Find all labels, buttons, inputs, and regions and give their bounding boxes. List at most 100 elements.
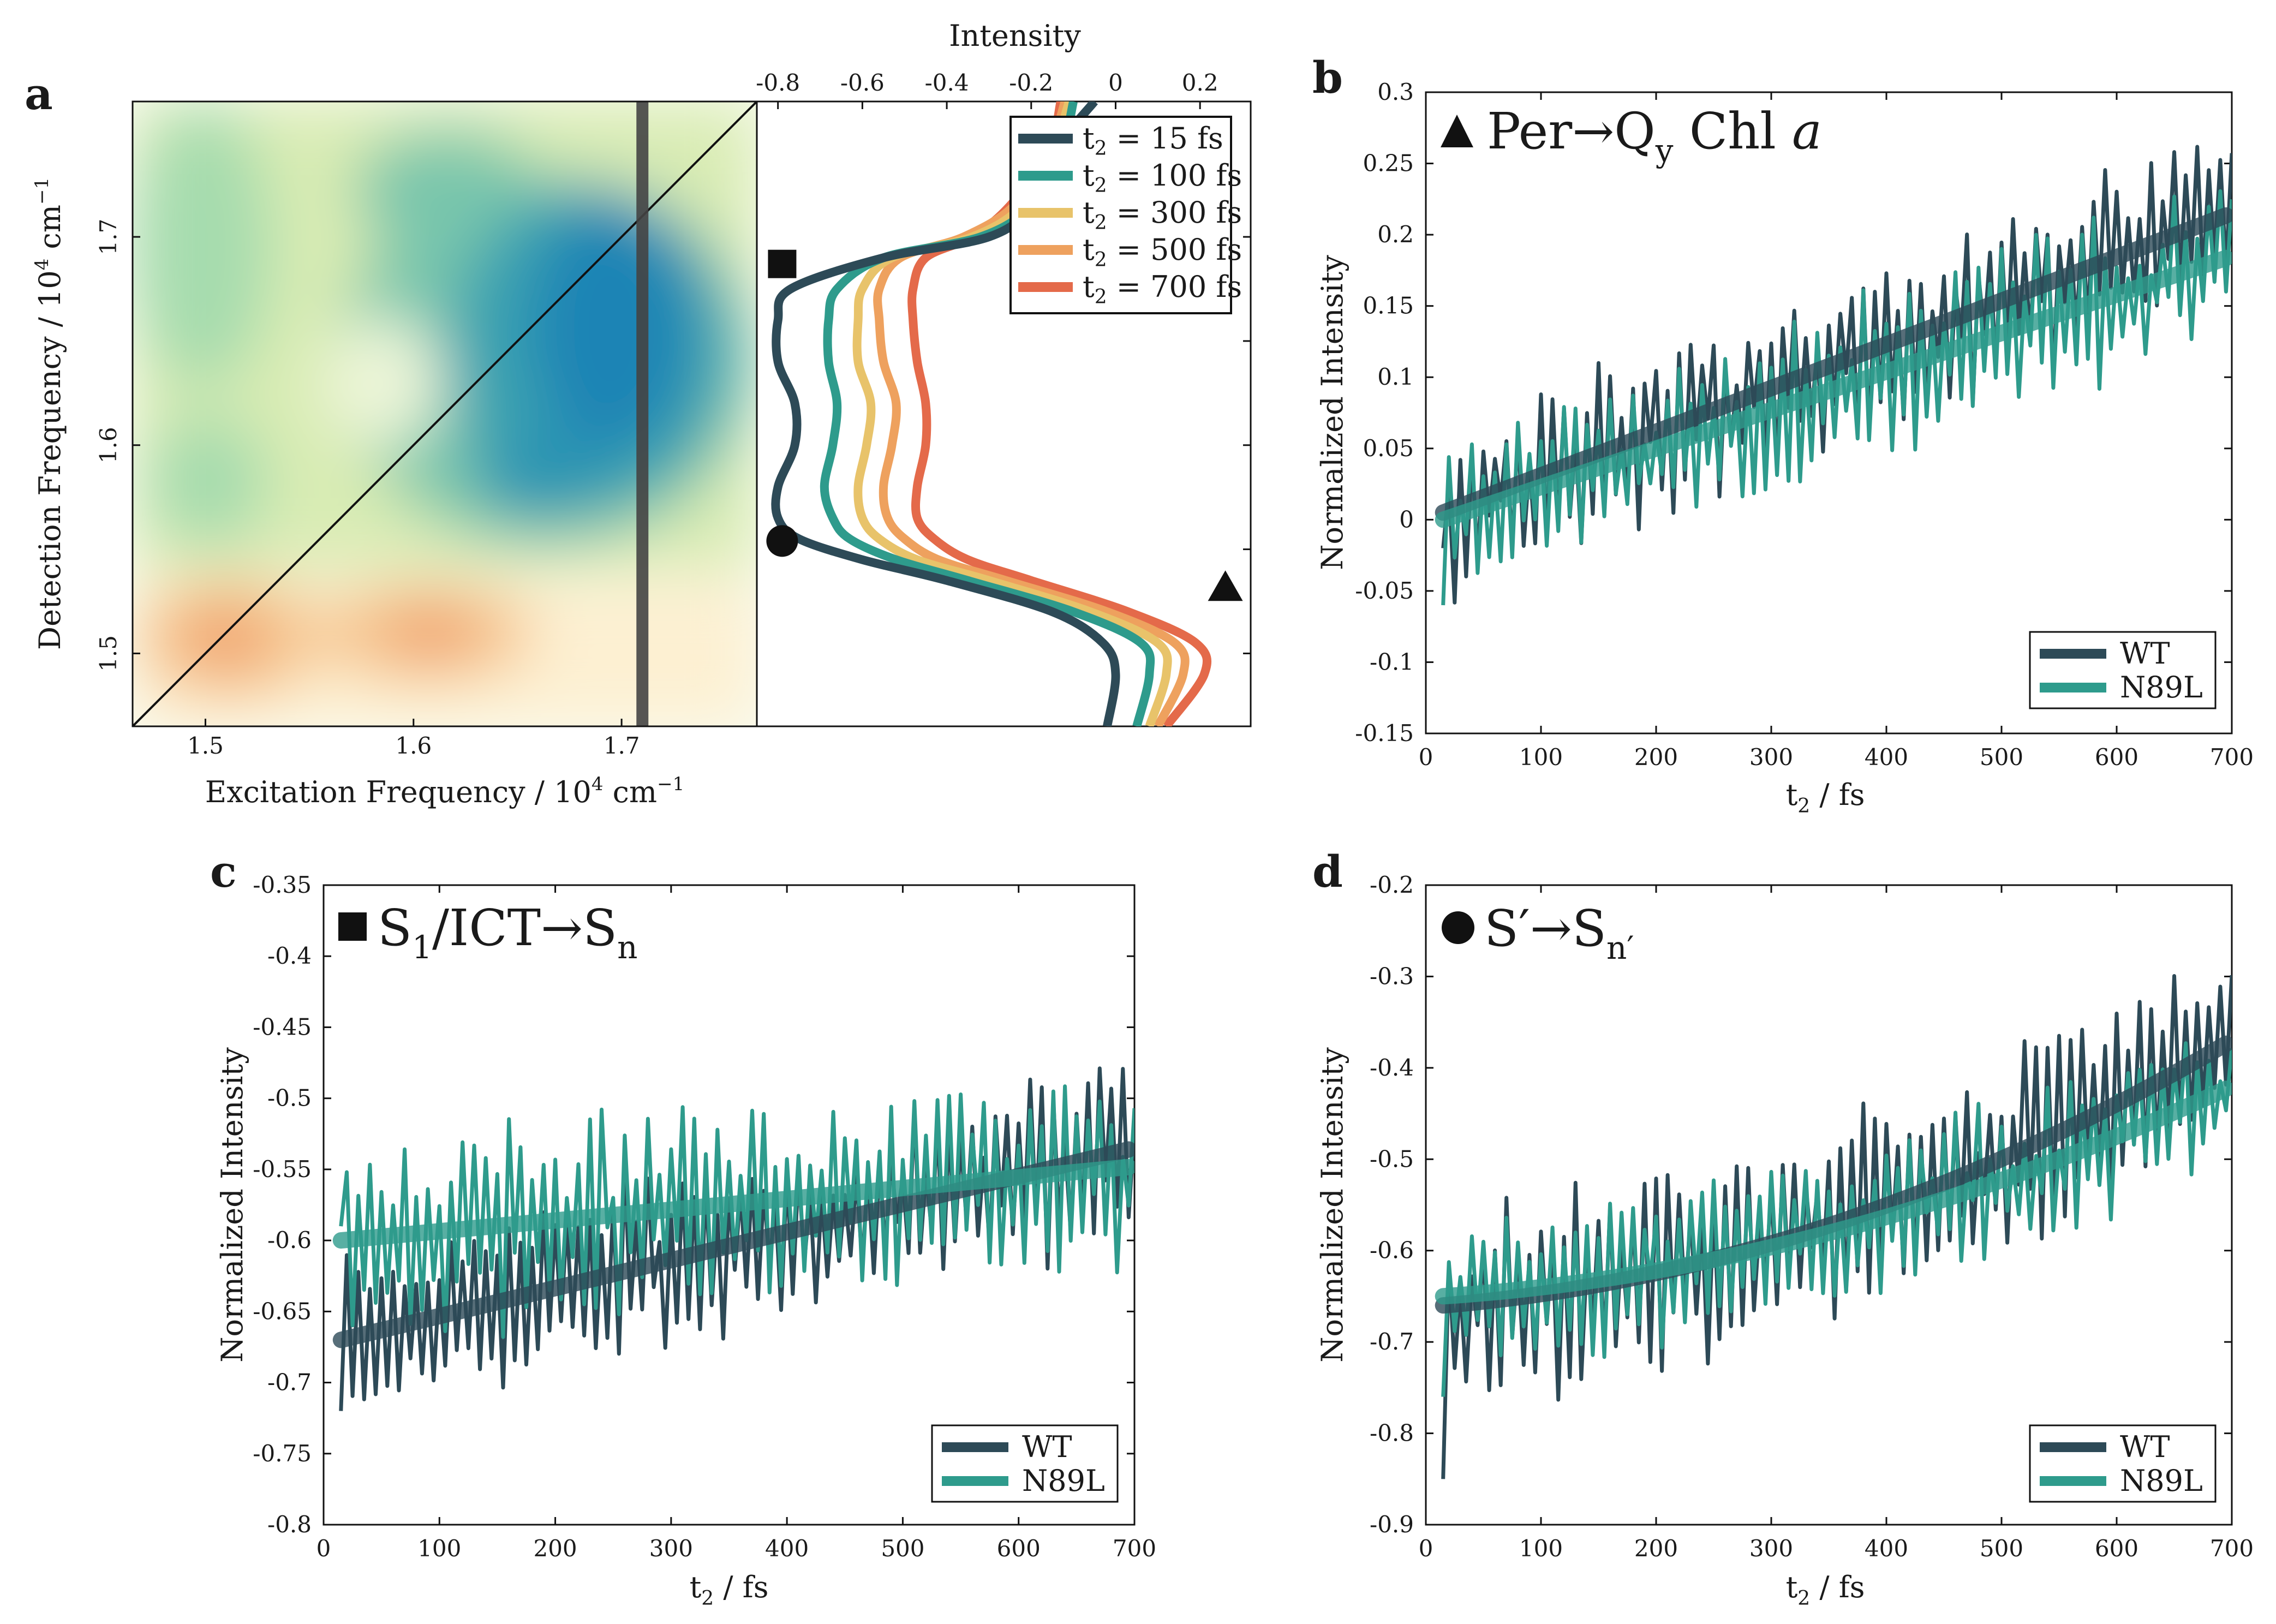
x-tick-label: 500 <box>1980 744 2023 771</box>
plot-c-title: S1/ICT→Sn <box>378 899 638 966</box>
y-tick-label: -0.5 <box>1370 1145 1414 1172</box>
plot-d-legend-box <box>2029 1424 2217 1503</box>
y-tick-label: 0.25 <box>1363 150 1414 177</box>
spectra-x-tick-label: -0.2 <box>1009 69 1053 96</box>
map-x-label: Excitation Frequency / 104 cm−1 <box>205 773 684 809</box>
x-tick-label: 400 <box>765 1535 809 1562</box>
y-tick-label: -0.2 <box>1370 871 1414 898</box>
legend-label-0: t2 = 15 fs <box>1083 121 1223 160</box>
panel-c: c 0 100 200 300 400 500 600 700 -0.8 -0.75 -0.7 -0.… <box>210 846 1156 1610</box>
map-x-tick-label: 1.5 <box>187 732 224 759</box>
triangle-marker-icon <box>1208 570 1243 601</box>
y-tick-label: 0.3 <box>1377 79 1414 105</box>
y-tick-label: -0.8 <box>267 1511 312 1538</box>
spectra-x-tick-label: 0.2 <box>1182 69 1218 96</box>
plot-b-legend: WT N89L <box>2029 631 2217 709</box>
2d-spectrum-map: 1.5 1.6 1.7 1.5 1.6 1.7 Excitation Frequency … <box>31 100 758 809</box>
map-y-tick-label: 1.5 <box>95 635 122 672</box>
legend-n89l-label: N89L <box>2120 670 2203 704</box>
x-tick-label: 500 <box>881 1535 924 1562</box>
y-tick-label: -0.05 <box>1355 577 1414 604</box>
plot-b-title: Per→Qy Chl a <box>1487 102 1822 169</box>
x-tick-label: 700 <box>2210 744 2254 771</box>
y-tick-label: 0.05 <box>1363 435 1414 462</box>
y-tick-label: -0.7 <box>1370 1328 1414 1355</box>
map-y-tick-label: 1.6 <box>95 427 122 463</box>
y-tick-label: -0.55 <box>253 1156 312 1183</box>
map-contours <box>133 101 757 726</box>
legend-label-1: t2 = 100 fs <box>1083 158 1242 197</box>
square-marker-icon <box>768 249 797 278</box>
panel-b: b 0 100 200 300 400 500 600 700-0.15-0.1-0.0500… <box>1312 52 2254 817</box>
legend-label-3: t2 = 500 fs <box>1083 232 1242 271</box>
panel-d-label: d <box>1312 846 1343 897</box>
circle-marker-icon <box>766 525 798 557</box>
x-tick-label: 100 <box>417 1535 461 1562</box>
spectra-curves <box>771 101 1212 726</box>
y-tick-label: 0.1 <box>1377 363 1414 390</box>
x-tick-label: 0 <box>1419 1535 1433 1562</box>
x-tick-label: 400 <box>1865 744 1908 771</box>
diagonal-line <box>132 100 758 727</box>
y-tick-label: -0.6 <box>267 1227 312 1253</box>
panel-a: a <box>25 19 1252 809</box>
plot-d-y-label: Normalized Intensity <box>1315 1047 1349 1363</box>
n89l-fit-line <box>1435 1080 2232 1305</box>
plot-d-traces <box>1435 974 2232 1479</box>
map-x-tick-label: 1.7 <box>604 732 640 759</box>
y-tick-label: -0.7 <box>267 1369 312 1396</box>
n89l-fit-line <box>1435 249 2232 528</box>
spectra-markers <box>766 249 1243 601</box>
y-tick-label: -0.5 <box>267 1085 312 1112</box>
panel-c-label: c <box>210 846 237 897</box>
x-tick-label: 200 <box>1634 744 1678 771</box>
plot-d-x-label: t2 / fs <box>1786 1570 1865 1610</box>
square-marker-icon <box>338 912 367 941</box>
x-tick-label: 300 <box>649 1535 693 1562</box>
n89l-trace <box>1441 1041 2232 1397</box>
x-tick-label: 300 <box>1749 744 1793 771</box>
wt-fit-line <box>1435 207 2232 521</box>
x-tick-label: 100 <box>1519 744 1563 771</box>
y-tick-label: -0.3 <box>1370 963 1414 989</box>
panel-d: d 0 100 200 300 400 500 600 700 -0.9 -0.8 -0.7 -0.6… <box>1312 846 2254 1610</box>
plot-c-y-label: Normalized Intensity <box>215 1047 249 1363</box>
spectra-x-tick-label: -0.8 <box>756 69 800 96</box>
legend-n89l-label: N89L <box>1022 1464 1105 1498</box>
x-tick-label: 700 <box>1113 1535 1156 1562</box>
plot-c-traces <box>332 1066 1134 1411</box>
y-tick-label: 0 <box>1399 506 1414 533</box>
plot-b-frame <box>1425 91 2233 735</box>
plot-c-x-label: t2 / fs <box>690 1570 769 1610</box>
slice-spectra: -0.8 -0.6 -0.4 -0.2 0 0.2 Intensity t2 = 15 f… <box>756 19 1252 727</box>
y-tick-label: 0.15 <box>1363 292 1414 319</box>
y-tick-label: -0.35 <box>253 871 312 898</box>
map-x-tick-label: 1.6 <box>395 732 432 759</box>
y-tick-label: -0.15 <box>1355 720 1414 747</box>
map-y-label: Detection Frequency / 104 cm−1 <box>31 177 67 650</box>
panel-a-label: a <box>25 68 53 120</box>
x-tick-label: 600 <box>2095 744 2138 771</box>
spectrum-curve-15fs <box>771 101 1120 726</box>
plot-c-legend-box <box>931 1424 1119 1503</box>
legend-n89l-label: N89L <box>2120 1464 2203 1498</box>
y-tick-label: -0.65 <box>253 1298 312 1324</box>
x-tick-label: 200 <box>1634 1535 1678 1562</box>
legend-label-2: t2 = 300 fs <box>1083 195 1242 234</box>
plot-b-x-label: t2 / fs <box>1786 778 1865 817</box>
n89l-trace <box>339 1084 1134 1339</box>
y-tick-label: -0.75 <box>253 1440 312 1467</box>
x-tick-label: 500 <box>1980 1535 2023 1562</box>
circle-marker-icon <box>1442 911 1474 944</box>
legend-label-4: t2 = 700 fs <box>1083 270 1242 308</box>
plot-d-title: S′→Sn′ <box>1484 899 1634 966</box>
y-tick-label: -0.8 <box>1370 1420 1414 1447</box>
legend-wt-label: WT <box>2120 636 2170 671</box>
legend-wt-label: WT <box>2120 1430 2170 1464</box>
x-tick-label: 100 <box>1519 1535 1563 1562</box>
x-tick-label: 300 <box>1749 1535 1793 1562</box>
map-y-tick-label: 1.7 <box>95 219 122 255</box>
n89l-fit-line <box>332 1159 1134 1249</box>
